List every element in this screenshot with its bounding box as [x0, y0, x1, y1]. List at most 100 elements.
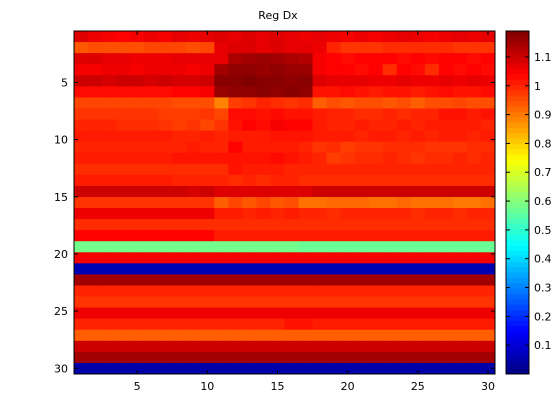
heatmap-cell [214, 307, 229, 320]
heatmap-cell [158, 208, 173, 220]
heatmap-cell [480, 329, 496, 342]
heatmap-cell [284, 296, 299, 309]
heatmap-cell [102, 252, 117, 264]
heatmap-cell [368, 130, 384, 143]
heatmap-cell [214, 329, 229, 342]
heatmap-cell [298, 340, 313, 353]
heatmap-cell [480, 263, 496, 275]
heatmap-cell [270, 340, 285, 353]
heatmap-cell [172, 152, 187, 165]
heatmap-cell [74, 329, 89, 342]
heatmap-cell [396, 274, 412, 286]
heatmap-cell [312, 42, 327, 54]
heatmap-cell [200, 307, 215, 320]
heatmap-cell [228, 307, 243, 320]
heatmap-cell [214, 86, 229, 98]
heatmap-cell [172, 42, 187, 54]
heatmap-cell [200, 252, 215, 264]
heatmap-cell [130, 329, 145, 342]
heatmap-cell [228, 196, 243, 209]
heatmap-cell [424, 307, 440, 320]
heatmap-cell [424, 241, 440, 253]
heatmap-cell [200, 64, 215, 76]
heatmap-cell [256, 75, 271, 87]
heatmap-cell [88, 97, 103, 109]
heatmap-cell [452, 263, 468, 275]
heatmap-cell [438, 97, 454, 109]
heatmap-cell [200, 219, 215, 231]
heatmap-cell [144, 64, 159, 76]
heatmap-cell [312, 340, 327, 353]
heatmap-cell [200, 351, 215, 364]
heatmap-cell [116, 119, 131, 131]
heatmap-cell [74, 75, 89, 87]
heatmap-cell [228, 285, 243, 297]
heatmap-cell [74, 163, 89, 176]
heatmap-cell [438, 185, 454, 198]
heatmap-cell [102, 141, 117, 154]
colorbar-strip [506, 363, 529, 370]
heatmap-cell [270, 230, 285, 242]
heatmap-cell [228, 31, 243, 43]
colorbar-strip [506, 336, 529, 343]
colorbar-tick-label: 0.7 [534, 166, 552, 179]
heatmap-cell [144, 252, 159, 264]
heatmap-cell [270, 174, 285, 187]
heatmap-cell [130, 252, 145, 264]
heatmap-cell [144, 318, 159, 331]
heatmap-cell [452, 285, 468, 297]
heatmap-cell [382, 119, 398, 131]
heatmap-cell [452, 340, 468, 353]
heatmap-cell [228, 318, 243, 331]
colorbar-strip [506, 245, 529, 252]
heatmap-cell [326, 241, 342, 253]
heatmap-cell [172, 75, 187, 87]
heatmap-cell [242, 163, 257, 176]
heatmap-cell [270, 86, 285, 98]
heatmap-cell [312, 219, 327, 231]
heatmap-cell [228, 362, 243, 375]
heatmap-cell [424, 252, 440, 264]
heatmap-cell [270, 318, 285, 331]
heatmap-cell [438, 42, 454, 54]
heatmap-cell [88, 340, 103, 353]
heatmap-cell [326, 274, 342, 286]
heatmap-cell [424, 185, 440, 198]
heatmap-cell [410, 318, 426, 331]
heatmap-cell [214, 108, 229, 120]
heatmap-cell [326, 152, 342, 165]
heatmap-cell [312, 208, 327, 220]
heatmap-cell [466, 31, 482, 43]
heatmap-cell [466, 208, 482, 220]
heatmap-cell [410, 252, 426, 264]
colorbar-strip [506, 218, 529, 225]
heatmap-cell [88, 318, 103, 331]
heatmap-cell [452, 152, 468, 165]
heatmap-cell [452, 307, 468, 320]
heatmap-cell [312, 185, 327, 198]
heatmap-cell [214, 351, 229, 364]
heatmap-cell [452, 119, 468, 131]
heatmap-cell [298, 64, 313, 76]
heatmap-cell [74, 53, 89, 65]
heatmap-cell [214, 362, 229, 375]
heatmap-cell [410, 64, 426, 76]
heatmap-cell [396, 42, 412, 54]
heatmap-cell [298, 329, 313, 342]
x-tick-label: 25 [411, 380, 425, 393]
colorbar-strip [506, 143, 529, 150]
heatmap-cell [466, 97, 482, 109]
heatmap-cell [480, 285, 496, 297]
heatmap-cell [116, 130, 131, 143]
heatmap-cell [200, 241, 215, 253]
heatmap-cell [424, 152, 440, 165]
heatmap-cell [214, 119, 229, 131]
heatmap-cell [102, 241, 117, 253]
heatmap-cell [298, 119, 313, 131]
heatmap-cell [382, 296, 398, 309]
colorbar-strip [506, 170, 529, 177]
heatmap-cell [158, 53, 173, 65]
heatmap-cell [88, 42, 103, 54]
heatmap-cell [270, 362, 285, 375]
heatmap-cell [200, 130, 215, 143]
